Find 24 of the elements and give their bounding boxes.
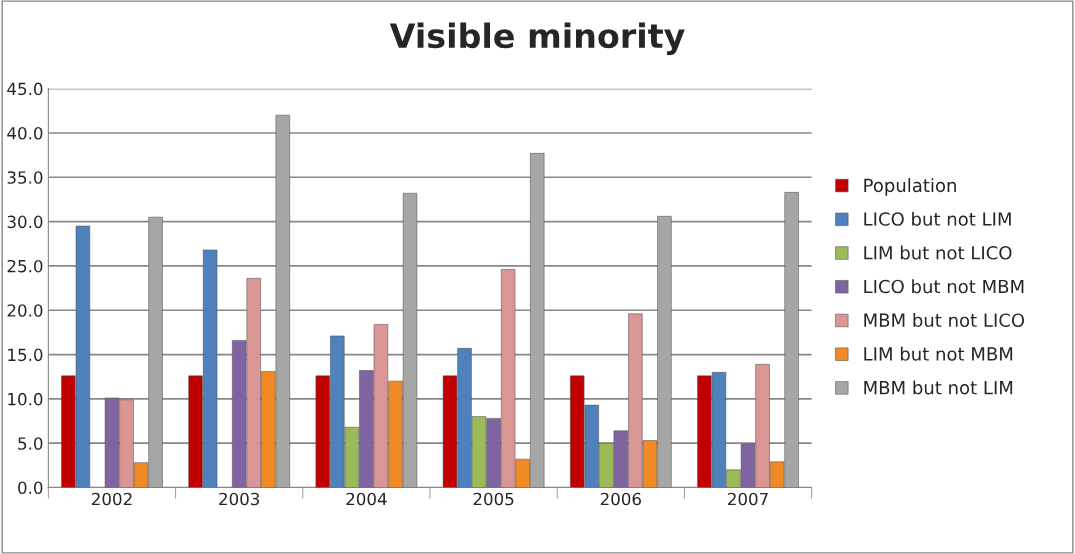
x-tick-label: 2007 bbox=[728, 492, 768, 506]
x-tick-label: 2004 bbox=[346, 492, 387, 506]
y-tick-label: 40.0 bbox=[7, 126, 43, 140]
y-tick-label: 5.0 bbox=[18, 437, 43, 450]
y-tick-label: 30.0 bbox=[7, 215, 43, 229]
y-tick-label: 45.0 bbox=[7, 82, 43, 96]
legend-label: LIM but not LICO bbox=[864, 245, 1012, 260]
y-tick-label: 20.0 bbox=[7, 304, 43, 317]
legend-label: MBM but not LIM bbox=[864, 380, 1013, 395]
legend-label: Population bbox=[864, 178, 956, 196]
x-tick-label: 2006 bbox=[600, 492, 641, 506]
y-tick-label: 25.0 bbox=[7, 259, 43, 273]
x-tick-label: 2005 bbox=[473, 492, 514, 506]
x-tick-label: 2003 bbox=[219, 492, 260, 506]
y-tick-label: 35.0 bbox=[7, 171, 43, 184]
legend-label: MBM but not LICO bbox=[864, 313, 1025, 328]
legend-label: LIM but not MBM bbox=[864, 346, 1013, 361]
chart-title: Visible minority bbox=[389, 22, 685, 56]
legend-label: LICO but not LIM bbox=[864, 211, 1011, 226]
legend-label: LICO but not MBM bbox=[864, 279, 1024, 294]
x-tick-label: 2002 bbox=[91, 492, 132, 506]
y-tick-label: 10.0 bbox=[8, 392, 43, 406]
y-tick-label: 15.0 bbox=[8, 348, 43, 362]
y-tick-label: 0.0 bbox=[18, 481, 43, 495]
